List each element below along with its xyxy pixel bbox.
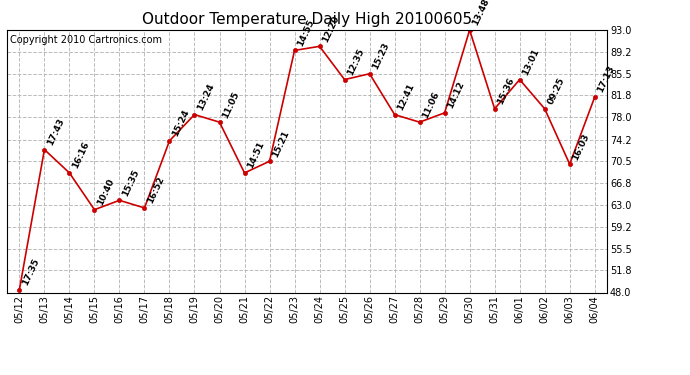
Text: 15:23: 15:23 xyxy=(371,41,391,71)
Text: 16:03: 16:03 xyxy=(571,132,591,161)
Text: 11:06: 11:06 xyxy=(421,90,441,119)
Text: 13:24: 13:24 xyxy=(196,82,216,112)
Text: 17:35: 17:35 xyxy=(21,257,41,287)
Text: 17:13: 17:13 xyxy=(596,64,616,94)
Text: 12:20: 12:20 xyxy=(321,14,341,44)
Text: 14:12: 14:12 xyxy=(446,80,466,110)
Text: 15:24: 15:24 xyxy=(171,108,191,138)
Text: 12:35: 12:35 xyxy=(346,47,366,77)
Text: 12:41: 12:41 xyxy=(396,82,416,112)
Text: 09:25: 09:25 xyxy=(546,76,566,106)
Text: 14:55: 14:55 xyxy=(296,18,316,48)
Text: 11:05: 11:05 xyxy=(221,90,241,119)
Text: 13:48: 13:48 xyxy=(471,0,491,27)
Text: 16:52: 16:52 xyxy=(146,176,166,205)
Text: 16:16: 16:16 xyxy=(71,140,91,170)
Text: 13:01: 13:01 xyxy=(521,47,541,77)
Text: 15:36: 15:36 xyxy=(496,76,516,106)
Text: Copyright 2010 Cartronics.com: Copyright 2010 Cartronics.com xyxy=(10,35,162,45)
Text: 14:51: 14:51 xyxy=(246,140,266,170)
Text: 15:35: 15:35 xyxy=(121,168,141,198)
Text: 17:43: 17:43 xyxy=(46,117,66,147)
Text: 10:40: 10:40 xyxy=(96,177,116,207)
Text: 15:21: 15:21 xyxy=(271,129,291,159)
Title: Outdoor Temperature Daily High 20100605: Outdoor Temperature Daily High 20100605 xyxy=(142,12,472,27)
